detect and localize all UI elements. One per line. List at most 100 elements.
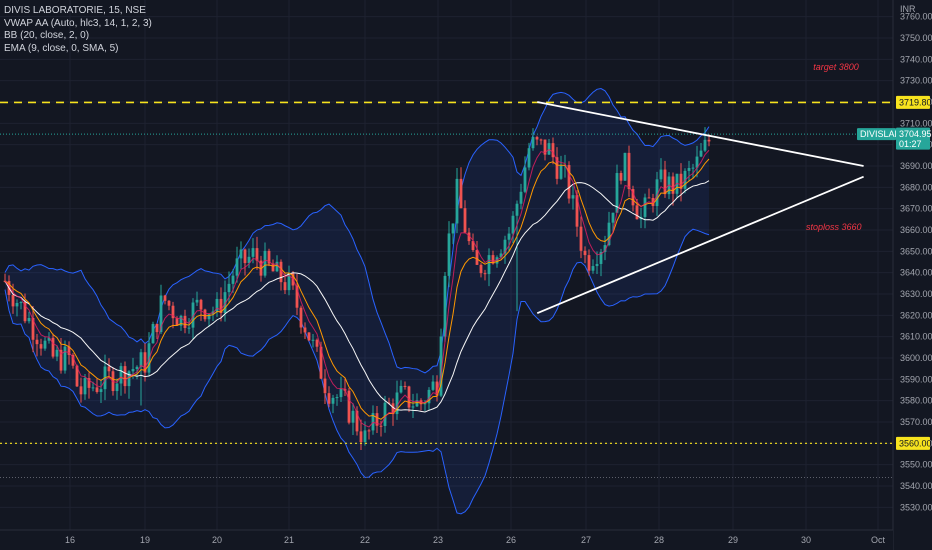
price-tick-label: 3570.00 <box>900 417 932 427</box>
candle-body <box>499 253 503 258</box>
candle-body <box>43 340 47 349</box>
candle <box>443 271 447 343</box>
time-tick-label: 30 <box>801 535 811 545</box>
candle-body <box>135 366 139 370</box>
candle <box>55 345 59 362</box>
candle <box>571 186 575 210</box>
candle <box>371 405 375 435</box>
time-axis-bg <box>0 530 893 550</box>
candle <box>335 394 339 406</box>
candle-body <box>707 139 711 142</box>
trendline <box>537 101 864 167</box>
candle <box>31 305 35 353</box>
candle <box>35 334 39 357</box>
candle <box>139 348 143 406</box>
candle <box>255 236 259 270</box>
candle-body <box>451 223 455 234</box>
candle-body <box>487 255 491 275</box>
trendline <box>536 175 864 315</box>
candle <box>87 372 91 399</box>
candle-body <box>279 261 283 283</box>
candle-body <box>123 366 127 387</box>
candle-body <box>179 315 183 326</box>
candle <box>455 168 459 234</box>
price-tick-label: 3740.00 <box>900 54 932 64</box>
candle <box>83 373 87 400</box>
candle-body <box>579 226 583 251</box>
candle-body <box>599 251 603 264</box>
legend-title[interactable]: DIVIS LABORATORIE, 15, NSE <box>4 5 146 16</box>
candle <box>143 343 147 382</box>
candle-body <box>255 248 259 261</box>
candle-body <box>427 389 431 404</box>
price-tick-label: 3540.00 <box>900 481 932 491</box>
candle-body <box>415 400 419 407</box>
candle-body <box>383 402 387 426</box>
symbol-tag-label: DIVISLAB <box>860 129 901 139</box>
candle-body <box>515 203 519 216</box>
candle <box>199 298 203 321</box>
moving-averages <box>4 148 710 428</box>
candle-body <box>91 387 95 389</box>
candle-body <box>483 273 487 275</box>
candle <box>295 274 299 315</box>
candle <box>627 145 631 197</box>
legend-ema[interactable]: EMA (9, close, 0, SMA, 5) <box>4 42 119 54</box>
candle <box>195 291 199 306</box>
candle <box>663 160 667 198</box>
candle <box>415 393 419 408</box>
candle-body <box>615 173 619 213</box>
candle-body <box>19 302 23 304</box>
candle-body <box>195 299 199 303</box>
candle <box>695 145 699 178</box>
candle-body <box>459 178 463 209</box>
candle <box>79 377 83 403</box>
candle-body <box>359 431 363 443</box>
candle-body <box>687 167 691 171</box>
last-price-value: 3704.95 <box>899 129 932 139</box>
candle-body <box>87 378 91 388</box>
candle <box>307 332 311 342</box>
candle-body <box>323 378 327 394</box>
bollinger-lower <box>4 228 710 515</box>
candle <box>471 233 475 252</box>
price-tick-label: 3580.00 <box>900 396 932 406</box>
candle-body <box>183 315 187 328</box>
candle <box>479 263 483 278</box>
price-tick-label: 3760.00 <box>900 12 932 22</box>
legend-bb[interactable]: BB (20, close, 2, 0) <box>4 30 90 41</box>
candle-body <box>655 179 659 207</box>
candle-body <box>275 261 279 272</box>
candle-body <box>551 143 555 158</box>
price-tick-label: 3610.00 <box>900 332 932 342</box>
candle-body <box>35 339 39 345</box>
candle <box>619 170 623 185</box>
candle <box>483 269 487 281</box>
candle <box>175 316 179 326</box>
candle <box>107 358 111 379</box>
candle-body <box>223 292 227 313</box>
candle-body <box>295 285 299 308</box>
candle <box>151 321 155 344</box>
time-tick-label: 26 <box>506 535 516 545</box>
candle <box>579 216 583 259</box>
candle-body <box>251 248 255 257</box>
candle-body <box>303 327 307 333</box>
price-tick-label: 3630.00 <box>900 289 932 299</box>
candle-body <box>151 323 155 344</box>
candle-body <box>431 381 435 390</box>
candle-body <box>443 275 447 337</box>
candle-body <box>327 393 331 404</box>
candle-body <box>71 354 75 366</box>
candle <box>331 394 335 414</box>
candle-body <box>603 245 607 252</box>
time-tick-label: 23 <box>433 535 443 545</box>
candle-body <box>47 337 51 341</box>
candle-body <box>511 215 515 234</box>
candle-body <box>159 295 163 333</box>
legend-vwap[interactable]: VWAP AA (Auto, hlc3, 14, 1, 2, 3) <box>4 17 152 29</box>
candle <box>467 227 471 245</box>
candle-body <box>527 148 531 168</box>
candle-body <box>271 263 275 272</box>
